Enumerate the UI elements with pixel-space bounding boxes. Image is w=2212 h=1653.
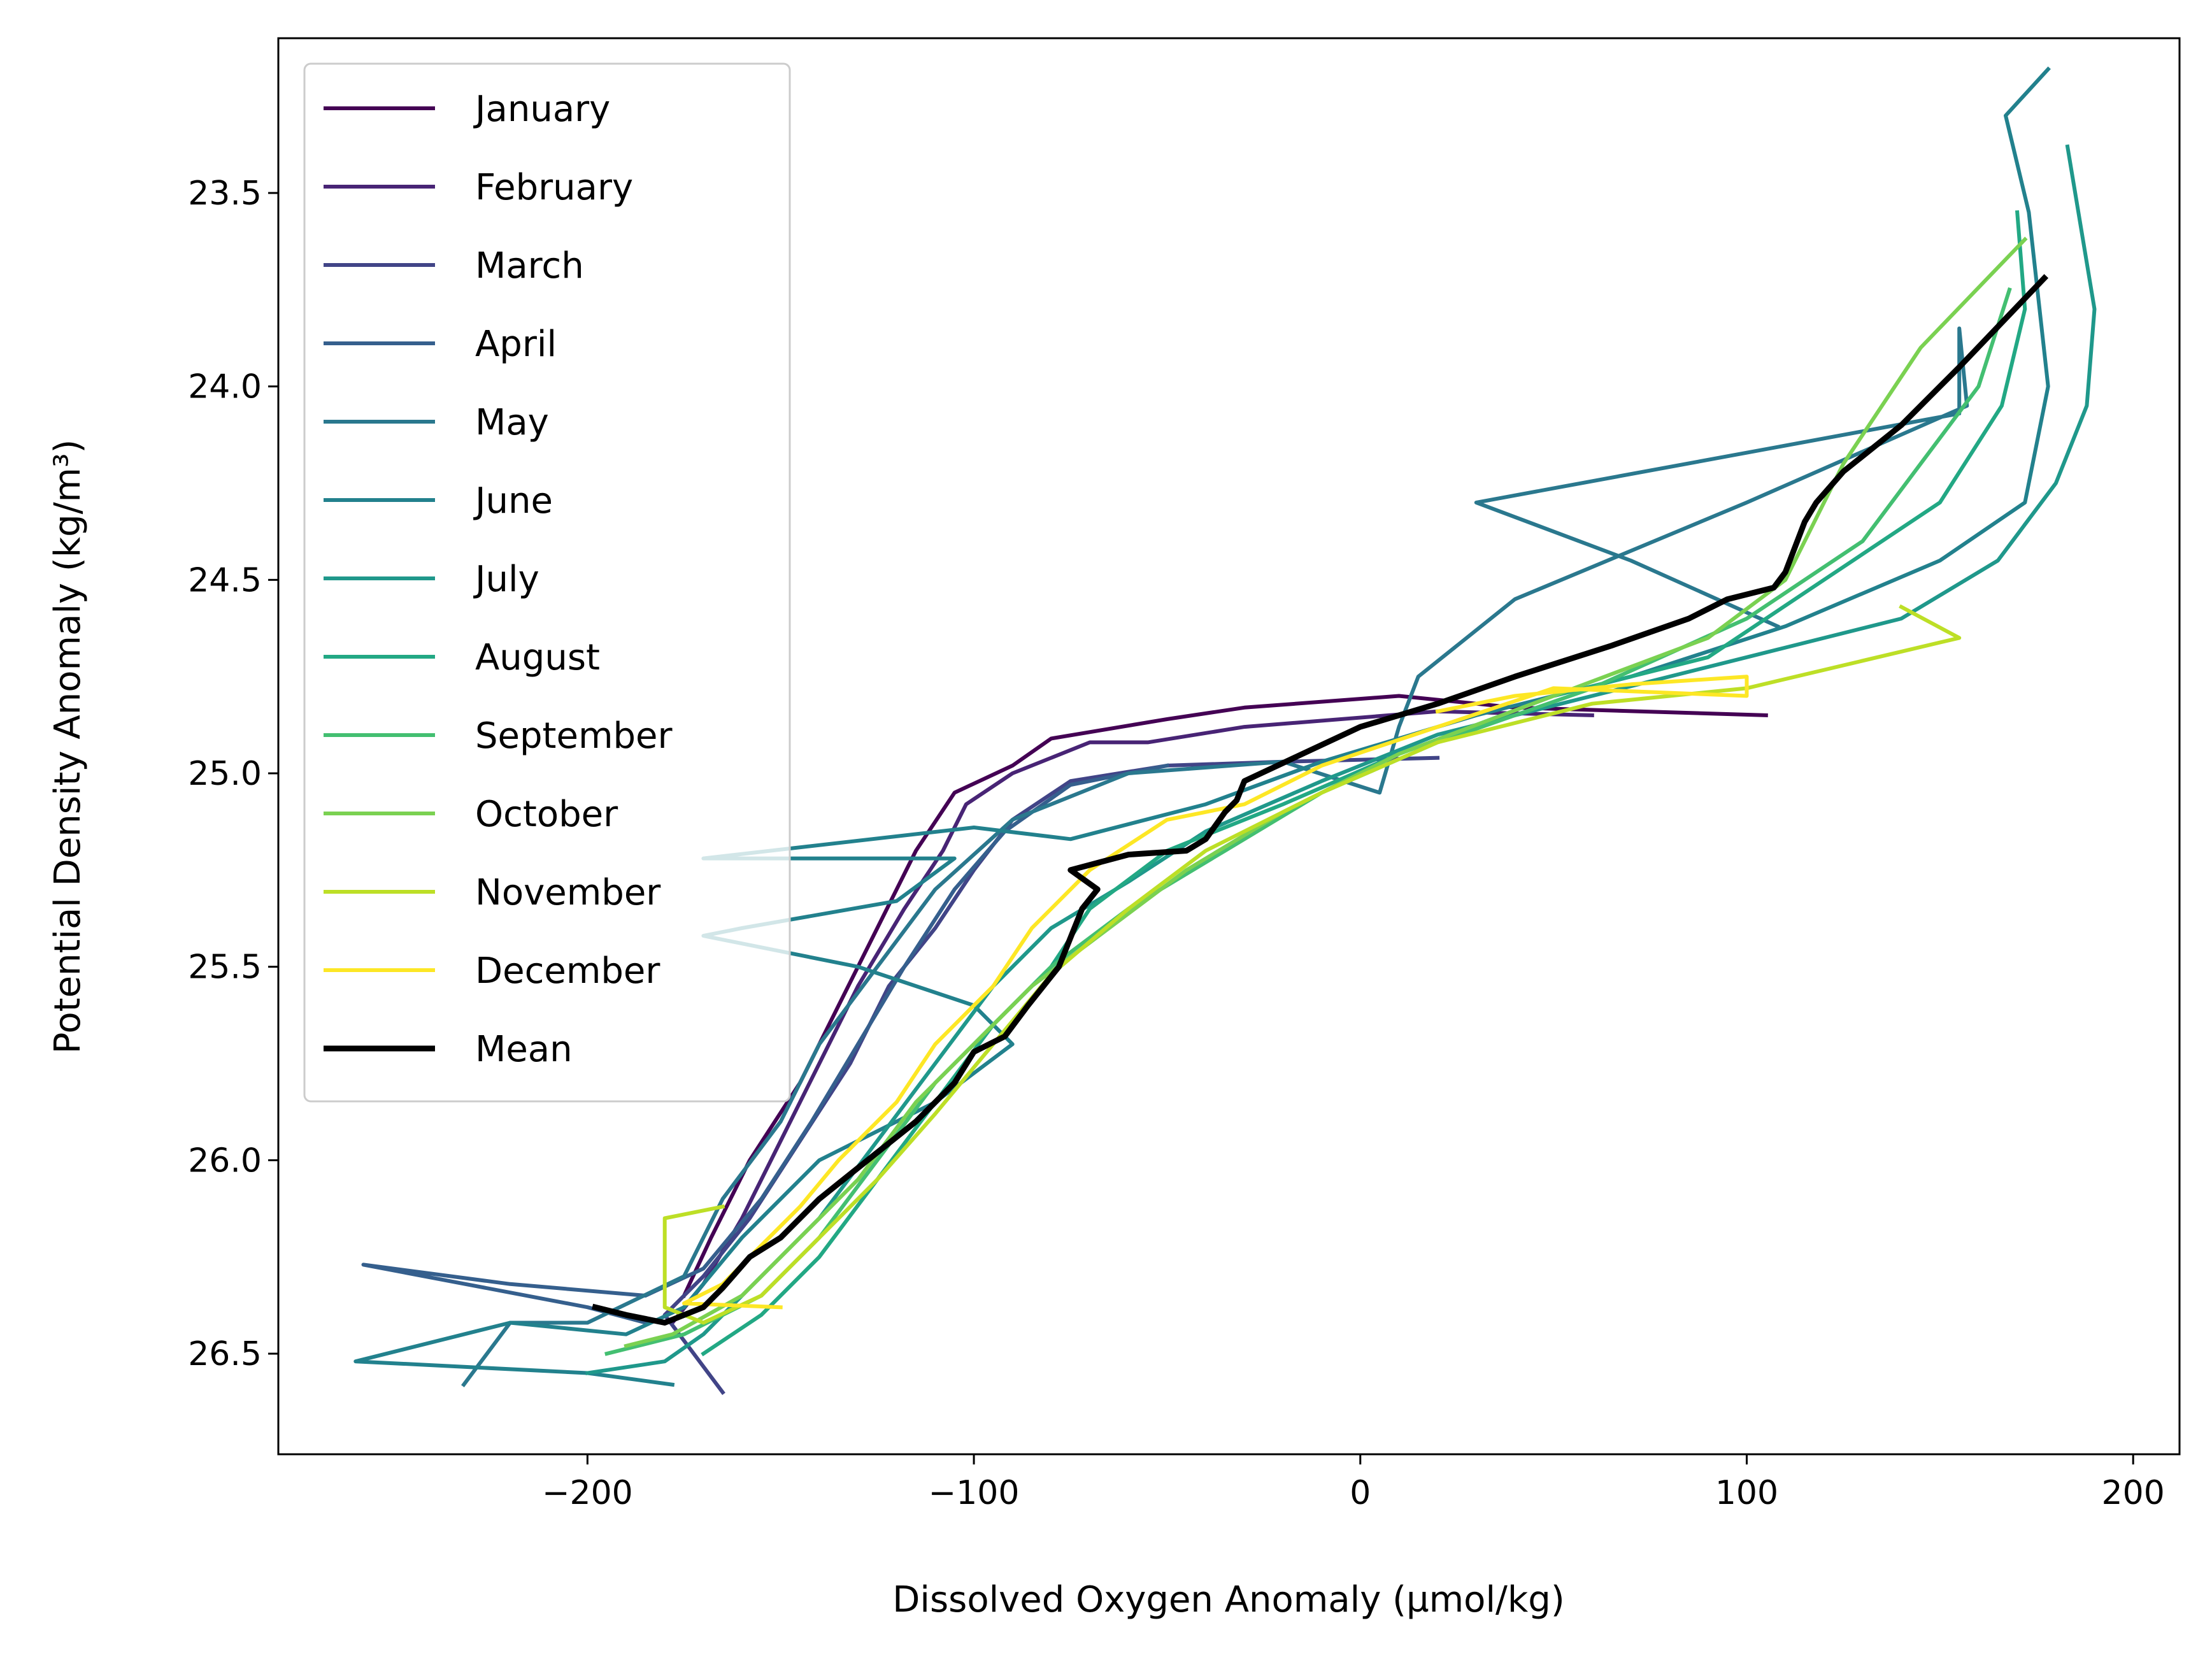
legend-label-september: September [475, 715, 673, 757]
y-tick-label: 26.0 [188, 1141, 262, 1180]
x-axis-label: Dissolved Oxygen Anomaly (µmol/kg) [892, 1579, 1564, 1621]
y-tick-label: 24.5 [188, 561, 262, 599]
legend-label-october: October [475, 794, 618, 835]
y-axis-label: Potential Density Anomaly (kg/m³) [47, 440, 89, 1054]
y-tick-label: 23.5 [188, 175, 262, 213]
legend-label-january: January [473, 89, 610, 130]
x-tick-label: −100 [929, 1474, 1020, 1512]
series-line-december [682, 675, 1749, 1310]
plot-frame [277, 37, 2181, 1456]
x-tick-label: −200 [542, 1474, 633, 1512]
y-tick-label: 26.5 [188, 1335, 262, 1373]
legend-label-november: November [475, 872, 661, 913]
series-line-june [353, 66, 2051, 1387]
legend-label-march: March [475, 245, 584, 287]
legend: January February March April May June July Augu… [303, 62, 791, 1103]
series-line-october [624, 236, 2028, 1349]
legend-label-may: May [475, 402, 549, 443]
legend-label-december: December [475, 950, 660, 992]
y-tick-label: 25.0 [188, 755, 262, 793]
legend-label-july: July [473, 559, 539, 600]
series-layer [353, 66, 2097, 1395]
series-line-january [681, 694, 1768, 1298]
legend-box [303, 62, 791, 1103]
legend-label-june: June [473, 480, 553, 522]
legend-label-august: August [475, 637, 600, 678]
y-tick-label: 24.0 [188, 368, 262, 406]
legend-label-mean: Mean [475, 1029, 573, 1070]
legend-label-april: April [475, 324, 557, 365]
series-line-april [361, 763, 1169, 1326]
x-tick-label: 100 [1715, 1474, 1778, 1512]
x-tick-label: 0 [1350, 1474, 1371, 1512]
series-line-february [669, 709, 1594, 1326]
x-tick-label: 200 [2102, 1474, 2165, 1512]
x-axis: −200 −100 0 100 200 [542, 1454, 2165, 1512]
y-axis: 23.5 24.0 24.5 25.0 25.5 26.0 26.5 [188, 175, 278, 1373]
legend-label-february: February [475, 167, 633, 208]
series-line-august [701, 210, 2027, 1357]
y-tick-label: 25.5 [188, 948, 262, 987]
series-line-mean [592, 274, 2049, 1326]
